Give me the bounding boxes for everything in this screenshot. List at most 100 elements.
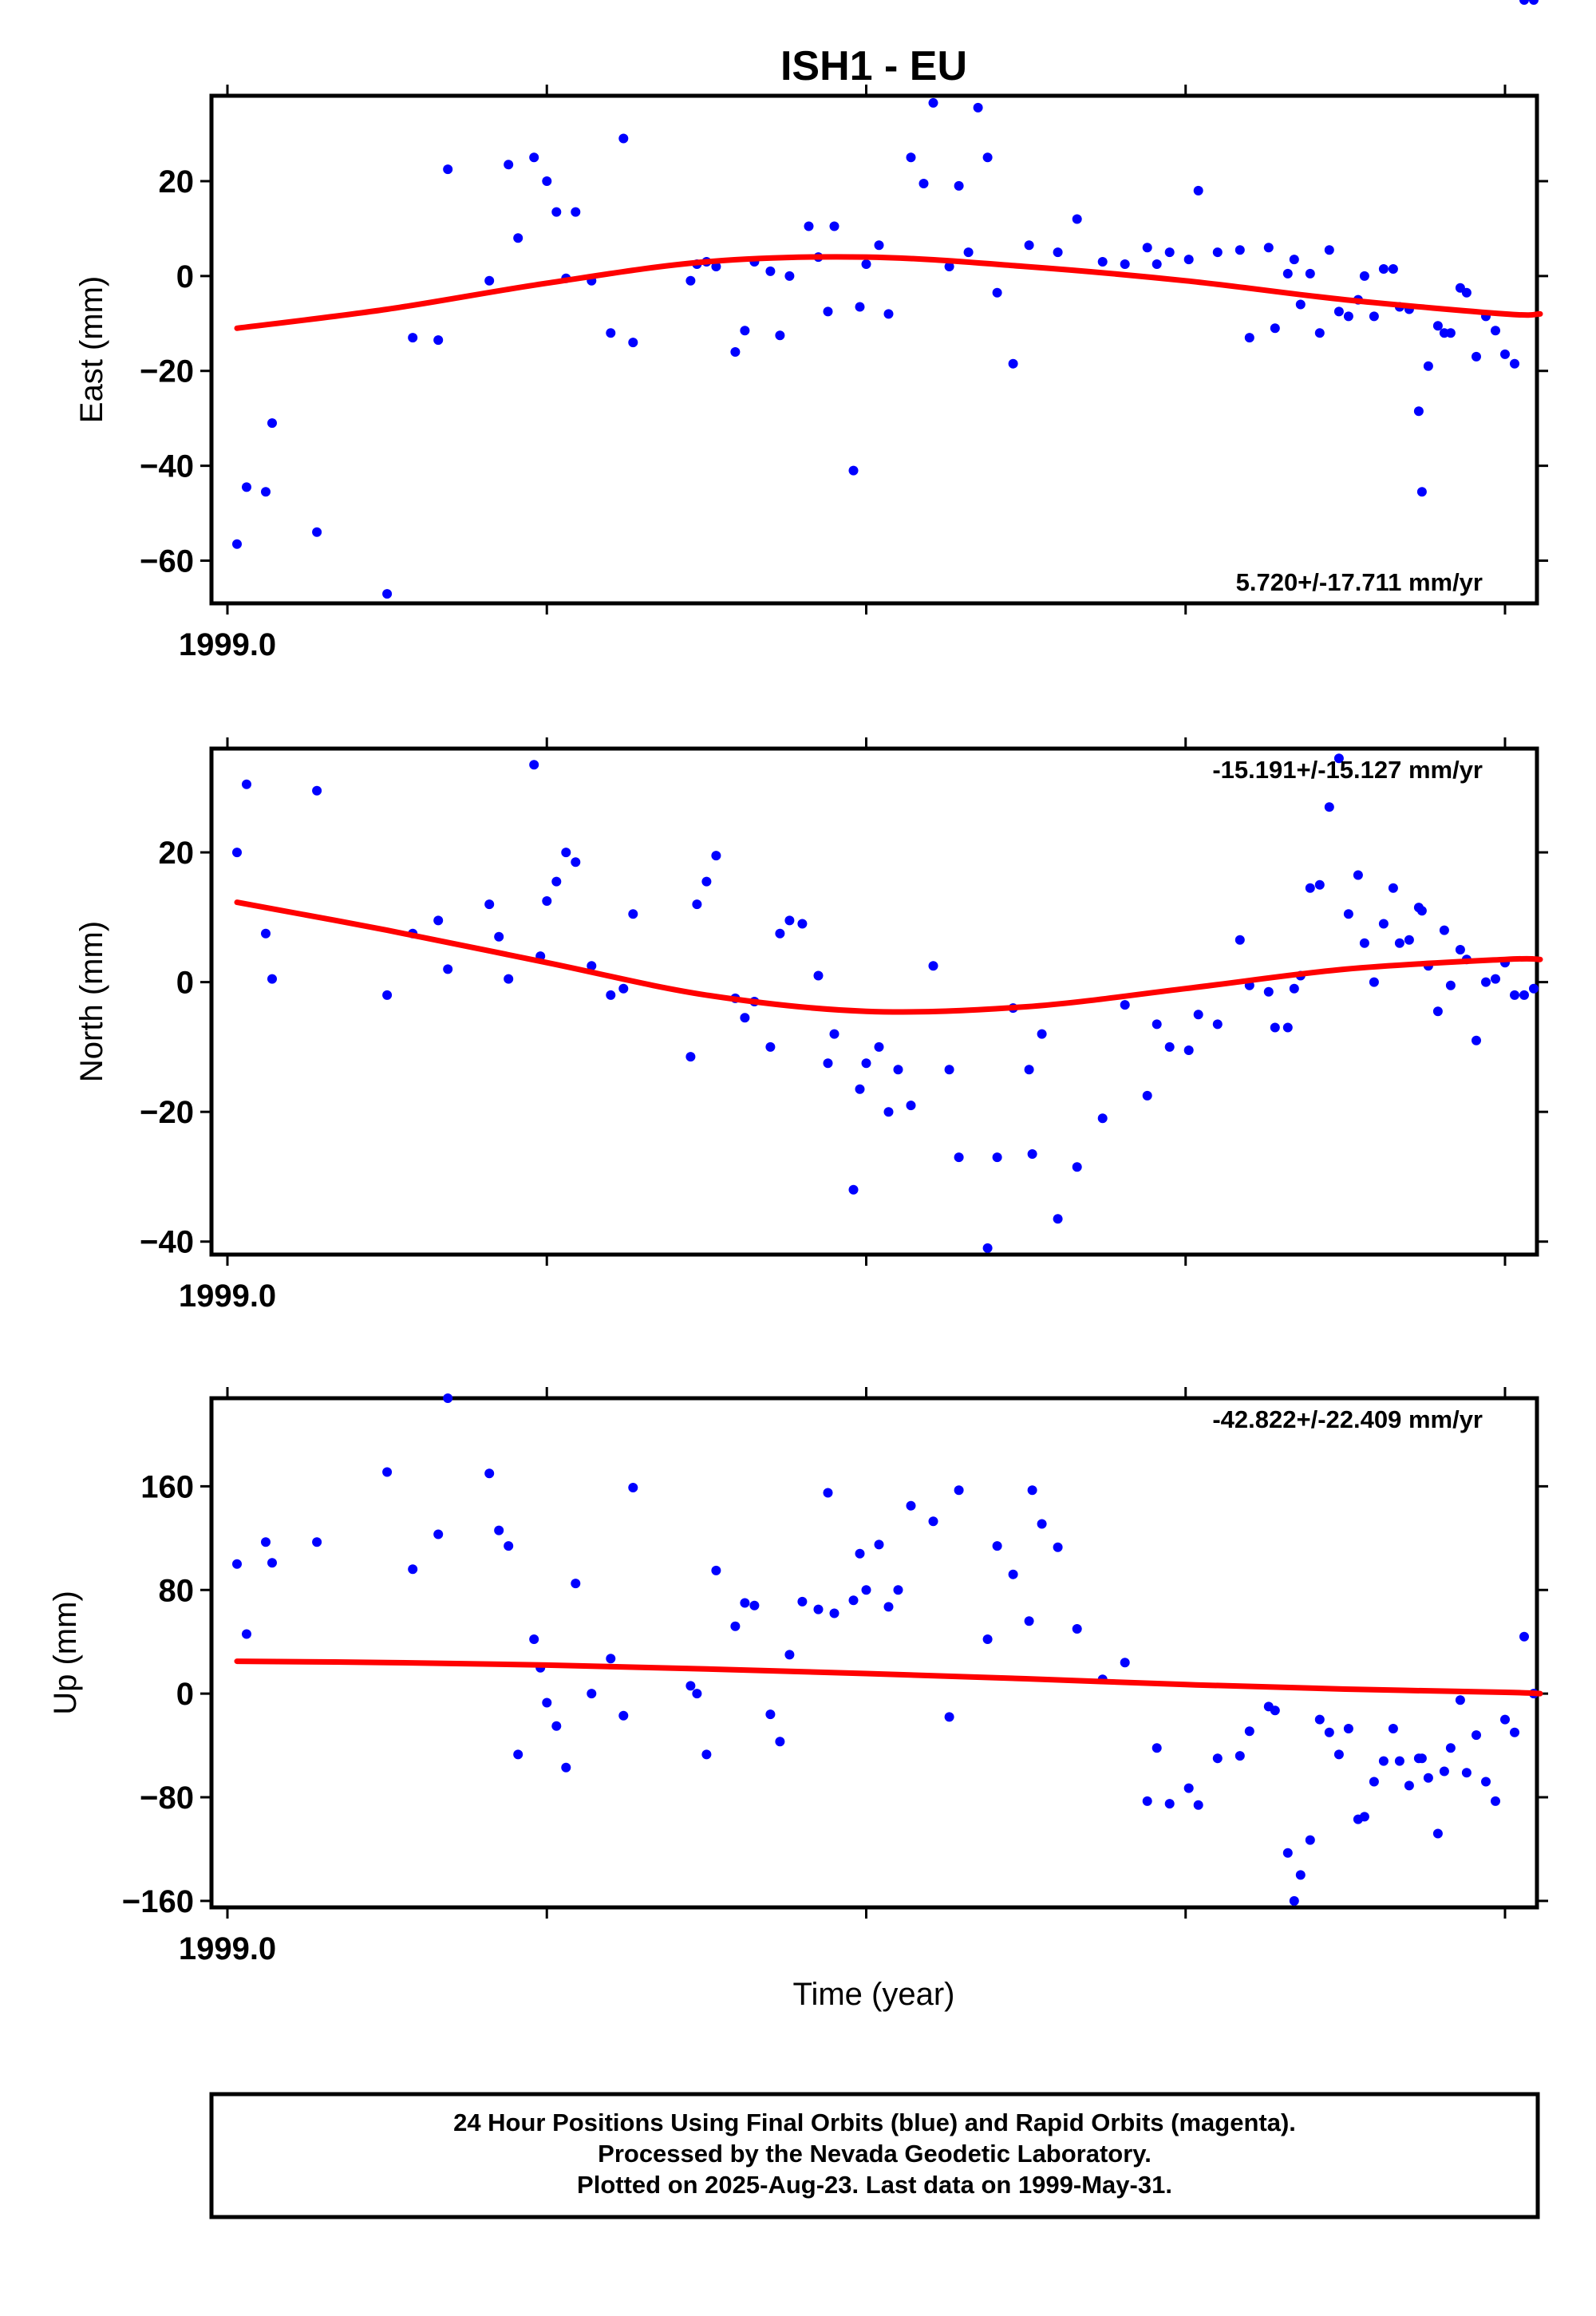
north-data-point — [618, 983, 629, 994]
north-data-point — [1142, 1090, 1152, 1101]
up-data-point — [1378, 1756, 1389, 1766]
east-data-point — [1378, 264, 1389, 274]
up-data-point — [944, 1712, 954, 1722]
up-data-point — [1235, 1751, 1245, 1761]
east-data-point — [1359, 271, 1369, 281]
east-data-point — [982, 152, 993, 163]
north-y-tick-label: 0 — [176, 966, 194, 1001]
up-data-point — [1152, 1743, 1162, 1753]
footer-border — [209, 2092, 1540, 2219]
up-data-point — [1282, 1848, 1293, 1858]
north-data-point — [784, 915, 795, 926]
up-data-point — [1164, 1799, 1175, 1809]
east-y-tick-label: 0 — [176, 259, 194, 294]
up-data-point — [1037, 1519, 1047, 1529]
east-data-point — [1472, 351, 1481, 362]
east-data-point — [571, 207, 581, 217]
east-data-point — [232, 539, 242, 549]
up-data-point — [823, 1488, 833, 1498]
east-data-point — [1212, 247, 1223, 258]
up-data-point — [1510, 1727, 1519, 1737]
north-data-point — [1359, 938, 1369, 948]
east-data-point — [804, 221, 814, 231]
east-data-point — [1432, 321, 1443, 331]
north-data-point — [1324, 802, 1334, 812]
up-data-point — [1072, 1624, 1082, 1634]
north-data-point — [1369, 977, 1379, 987]
up-data-point — [1445, 1743, 1456, 1753]
east-data-point — [1388, 264, 1398, 274]
east-frame — [209, 93, 1539, 606]
east-data-point — [1270, 323, 1280, 334]
north-data-point — [928, 961, 938, 971]
east-data-point — [874, 240, 884, 251]
east-data-point — [1097, 257, 1108, 267]
north-data-point — [711, 851, 721, 861]
east-data-point — [954, 180, 964, 191]
x-axis-label: Time (year) — [793, 1977, 955, 2012]
north-data-point — [542, 896, 552, 906]
north-data-point — [261, 928, 271, 939]
north-data-point — [861, 1058, 871, 1069]
up-data-point — [1289, 1895, 1299, 1906]
north-data-point — [1432, 1006, 1443, 1017]
east-data-point — [606, 328, 616, 338]
up-data-point — [542, 1697, 552, 1708]
north-data-point — [1353, 870, 1363, 880]
north-data-point — [982, 1243, 993, 1253]
up-data-point — [1519, 1631, 1529, 1642]
north-data-point — [433, 915, 444, 926]
up-data-point — [1432, 1828, 1443, 1839]
east-data-point — [1164, 247, 1175, 258]
east-rate-label: 5.720+/-17.711 mm/yr — [1236, 568, 1483, 596]
up-data-point — [1212, 1753, 1223, 1764]
up-data-point — [992, 1541, 1002, 1551]
north-data-point — [1455, 945, 1465, 954]
up-data-point — [1439, 1766, 1449, 1777]
north-data-point — [1120, 1000, 1130, 1010]
up-data-point — [513, 1749, 523, 1760]
up-data-point — [829, 1608, 839, 1618]
east-data-point — [1324, 245, 1334, 255]
north-data-point — [312, 785, 322, 796]
north-data-point — [765, 1041, 776, 1052]
up-data-point — [267, 1558, 277, 1568]
north-data-point — [823, 1058, 833, 1069]
north-data-point — [232, 848, 242, 858]
east-data-point — [1152, 259, 1162, 269]
east-data-point — [1289, 255, 1299, 265]
east-data-point — [312, 527, 322, 537]
up-data-point — [954, 1485, 964, 1496]
north-data-point — [1270, 1022, 1280, 1033]
up-data-point — [1455, 1695, 1465, 1705]
north-data-point — [855, 1084, 865, 1094]
east-data-point — [433, 335, 444, 346]
up-trend-line — [234, 1658, 1543, 1697]
north-trend-line — [234, 899, 1543, 1015]
north-data-point — [1491, 974, 1500, 984]
up-data-point — [261, 1537, 271, 1547]
north-data-point — [797, 919, 808, 929]
up-data-point — [242, 1629, 251, 1639]
up-data-point — [784, 1650, 795, 1660]
east-data-point — [529, 152, 539, 163]
east-data-point — [1295, 299, 1306, 310]
north-frame — [209, 746, 1539, 1257]
up-data-point — [1305, 1835, 1315, 1845]
north-data-point — [685, 1052, 696, 1062]
east-y-axis-label: East (mm) — [74, 276, 109, 423]
north-data-point — [504, 974, 514, 984]
east-data-point — [1053, 247, 1063, 258]
east-data-point — [551, 207, 562, 217]
north-data-point — [551, 876, 562, 887]
up-data-point — [1324, 1727, 1334, 1737]
east-data-point — [906, 152, 916, 163]
north-data-point — [561, 848, 571, 858]
up-data-point — [730, 1621, 741, 1631]
up-data-point — [1120, 1658, 1130, 1668]
up-data-point — [749, 1600, 760, 1611]
east-y-tick-label: 20 — [159, 164, 195, 200]
east-data-point — [1423, 361, 1433, 371]
north-data-point — [1072, 1162, 1082, 1172]
